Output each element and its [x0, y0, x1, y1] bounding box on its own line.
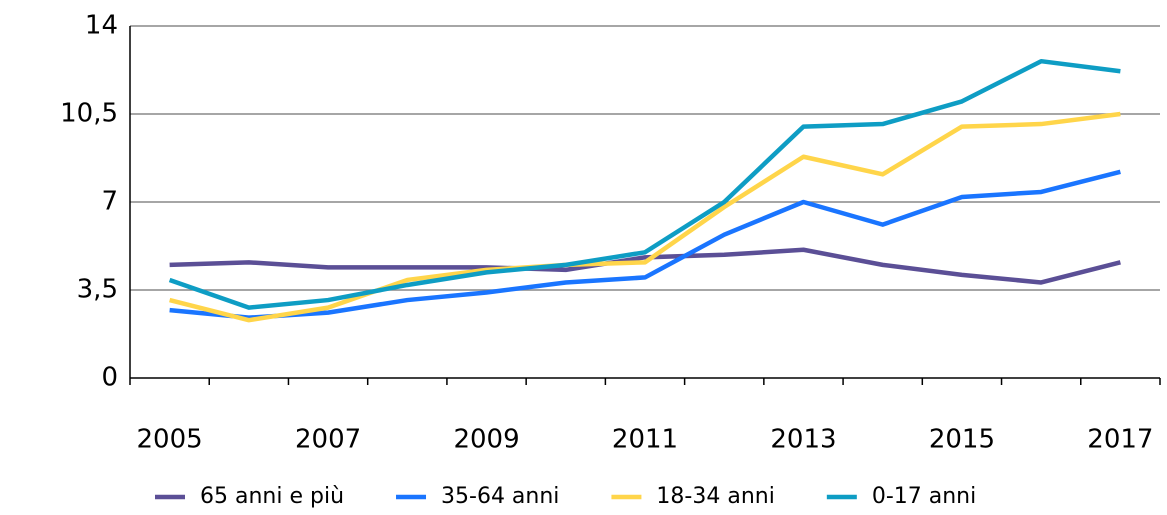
x-tick-label: 2017: [1087, 425, 1153, 455]
series-line: [168, 58, 1121, 310]
y-tick-label: 14: [85, 11, 118, 41]
y-tick-label: 0: [101, 363, 118, 393]
legend-label: 65 anni e più: [200, 484, 344, 509]
series-line: [169, 169, 1121, 320]
y-tick-label: 7: [101, 187, 118, 217]
x-tick-label: 2009: [453, 425, 519, 455]
x-tick-label: 2005: [137, 425, 203, 455]
series-line: [169, 247, 1121, 285]
x-tick-label: 2007: [295, 425, 361, 455]
legend-label: 35-64 anni: [441, 484, 559, 509]
series-line: [169, 111, 1121, 323]
x-tick-label: 2013: [770, 425, 836, 455]
x-tick-label: 2015: [929, 425, 995, 455]
y-tick-label: 3,5: [77, 275, 118, 305]
legend-label: 18-34 anni: [656, 484, 774, 509]
y-tick-label: 10,5: [60, 99, 118, 129]
legend-label: 0-17 anni: [872, 484, 976, 509]
x-tick-label: 2011: [612, 425, 678, 455]
